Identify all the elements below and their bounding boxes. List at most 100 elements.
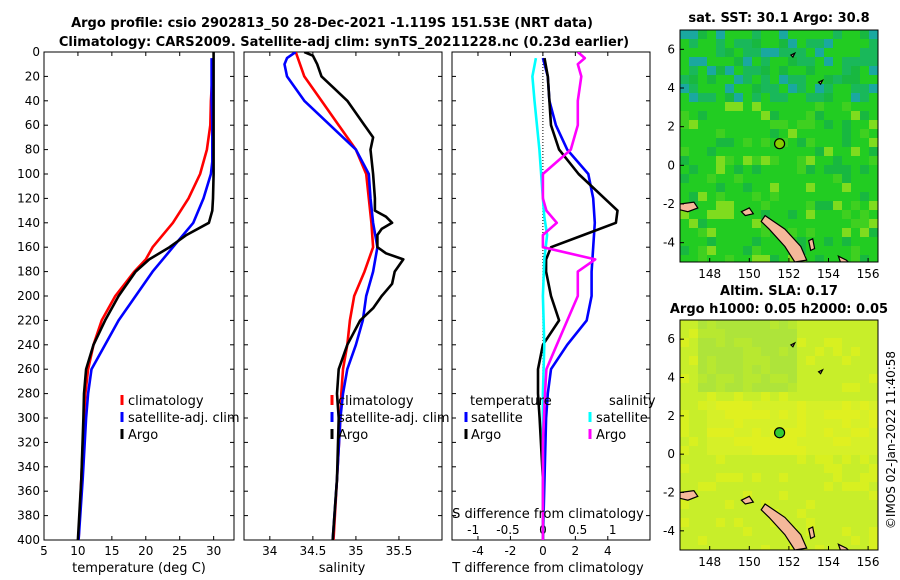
map-cell [689,356,698,365]
map-cell [851,536,860,545]
map-cell [698,192,707,201]
x-tick-label: 152 [777,555,800,569]
y-tick-label: 0 [667,447,675,461]
map-cell [869,536,878,545]
x-tick-label: 154 [817,555,840,569]
map-cell [797,401,806,410]
map-cell [824,446,833,455]
map-cell [761,255,770,262]
map-cell [707,147,716,156]
x-tick-label: 154 [817,267,840,281]
x-tick-label: 156 [857,267,880,281]
map-cell [788,401,797,410]
map-cell [707,437,716,446]
map-cell [779,48,788,57]
map-cell [770,374,779,383]
map-cell [689,192,698,201]
map-cell [725,446,734,455]
map-cell [680,410,689,419]
map-cell [716,455,725,464]
map-cell [725,255,734,262]
map-cell [743,428,752,437]
map-cell [788,437,797,446]
y-tick-label: 280 [17,387,40,401]
map-cell [725,210,734,219]
map-cell [707,410,716,419]
map-cell [707,347,716,356]
land-group [680,51,850,262]
land-polygon [740,495,755,505]
map-cell [743,320,752,329]
map-cell [725,347,734,356]
map-cell [752,446,761,455]
map-cell [707,75,716,84]
map-cell [734,356,743,365]
series-line-t-argo [536,57,619,540]
map-cell [707,365,716,374]
map-cell [788,383,797,392]
map-cell [734,383,743,392]
map-cell [851,419,860,428]
map-cell [770,84,779,93]
figure-title-line2: Climatology: CARS2009. Satellite-adj cli… [59,35,629,50]
map-cell [752,246,761,255]
y-tick-label: 140 [17,216,40,230]
map-cell [716,129,725,138]
y-tick-label: 2 [667,120,675,134]
map-cell [743,527,752,536]
map-cell [779,365,788,374]
map-cell [716,401,725,410]
map-cell [869,401,878,410]
map-cell [824,482,833,491]
map-cell [680,446,689,455]
map-cell [788,428,797,437]
y-tick-label: -2 [663,197,675,211]
map-cell [761,57,770,66]
map-cell [842,228,851,237]
map-cell [725,410,734,419]
series-line-climatology [77,58,215,540]
map-cell [842,401,851,410]
plot-frame [243,51,443,541]
map-cell [716,356,725,365]
map-cell [743,374,752,383]
map-cell [779,120,788,129]
map-cell [869,120,878,129]
map-cell [869,201,878,210]
map-cell [797,165,806,174]
map-cell [752,320,761,329]
map-cell [743,419,752,428]
land-group [680,341,850,550]
map-cell [734,518,743,527]
map-cell [797,410,806,419]
temperature-xlabel: temperature (deg C) [72,561,206,576]
map-cell [797,84,806,93]
land-polygon [808,237,816,252]
map-cell [779,356,788,365]
legend-label-satellite: satellite-adj. clim [128,411,240,426]
map-cell [752,374,761,383]
s-difference-label: S difference from climatology [452,507,644,522]
y-tick-label: 220 [17,313,40,327]
map-cell [779,338,788,347]
map-cell [806,93,815,102]
map-cell [707,374,716,383]
map-cell [779,437,788,446]
map-cell [869,228,878,237]
map-cell [689,66,698,75]
map-cell [842,482,851,491]
map-cell [824,428,833,437]
map-cell [734,165,743,174]
y-tick-label: 6 [667,42,675,56]
map-cell [725,437,734,446]
map-cell [824,75,833,84]
map-cell [788,347,797,356]
map-cell [698,383,707,392]
x-tick-label: 148 [698,267,721,281]
y-tick-label: 0 [32,45,40,59]
map-cell [743,57,752,66]
map-cell [833,174,842,183]
map-cell [833,347,842,356]
map-cell [824,147,833,156]
map-cell [680,338,689,347]
